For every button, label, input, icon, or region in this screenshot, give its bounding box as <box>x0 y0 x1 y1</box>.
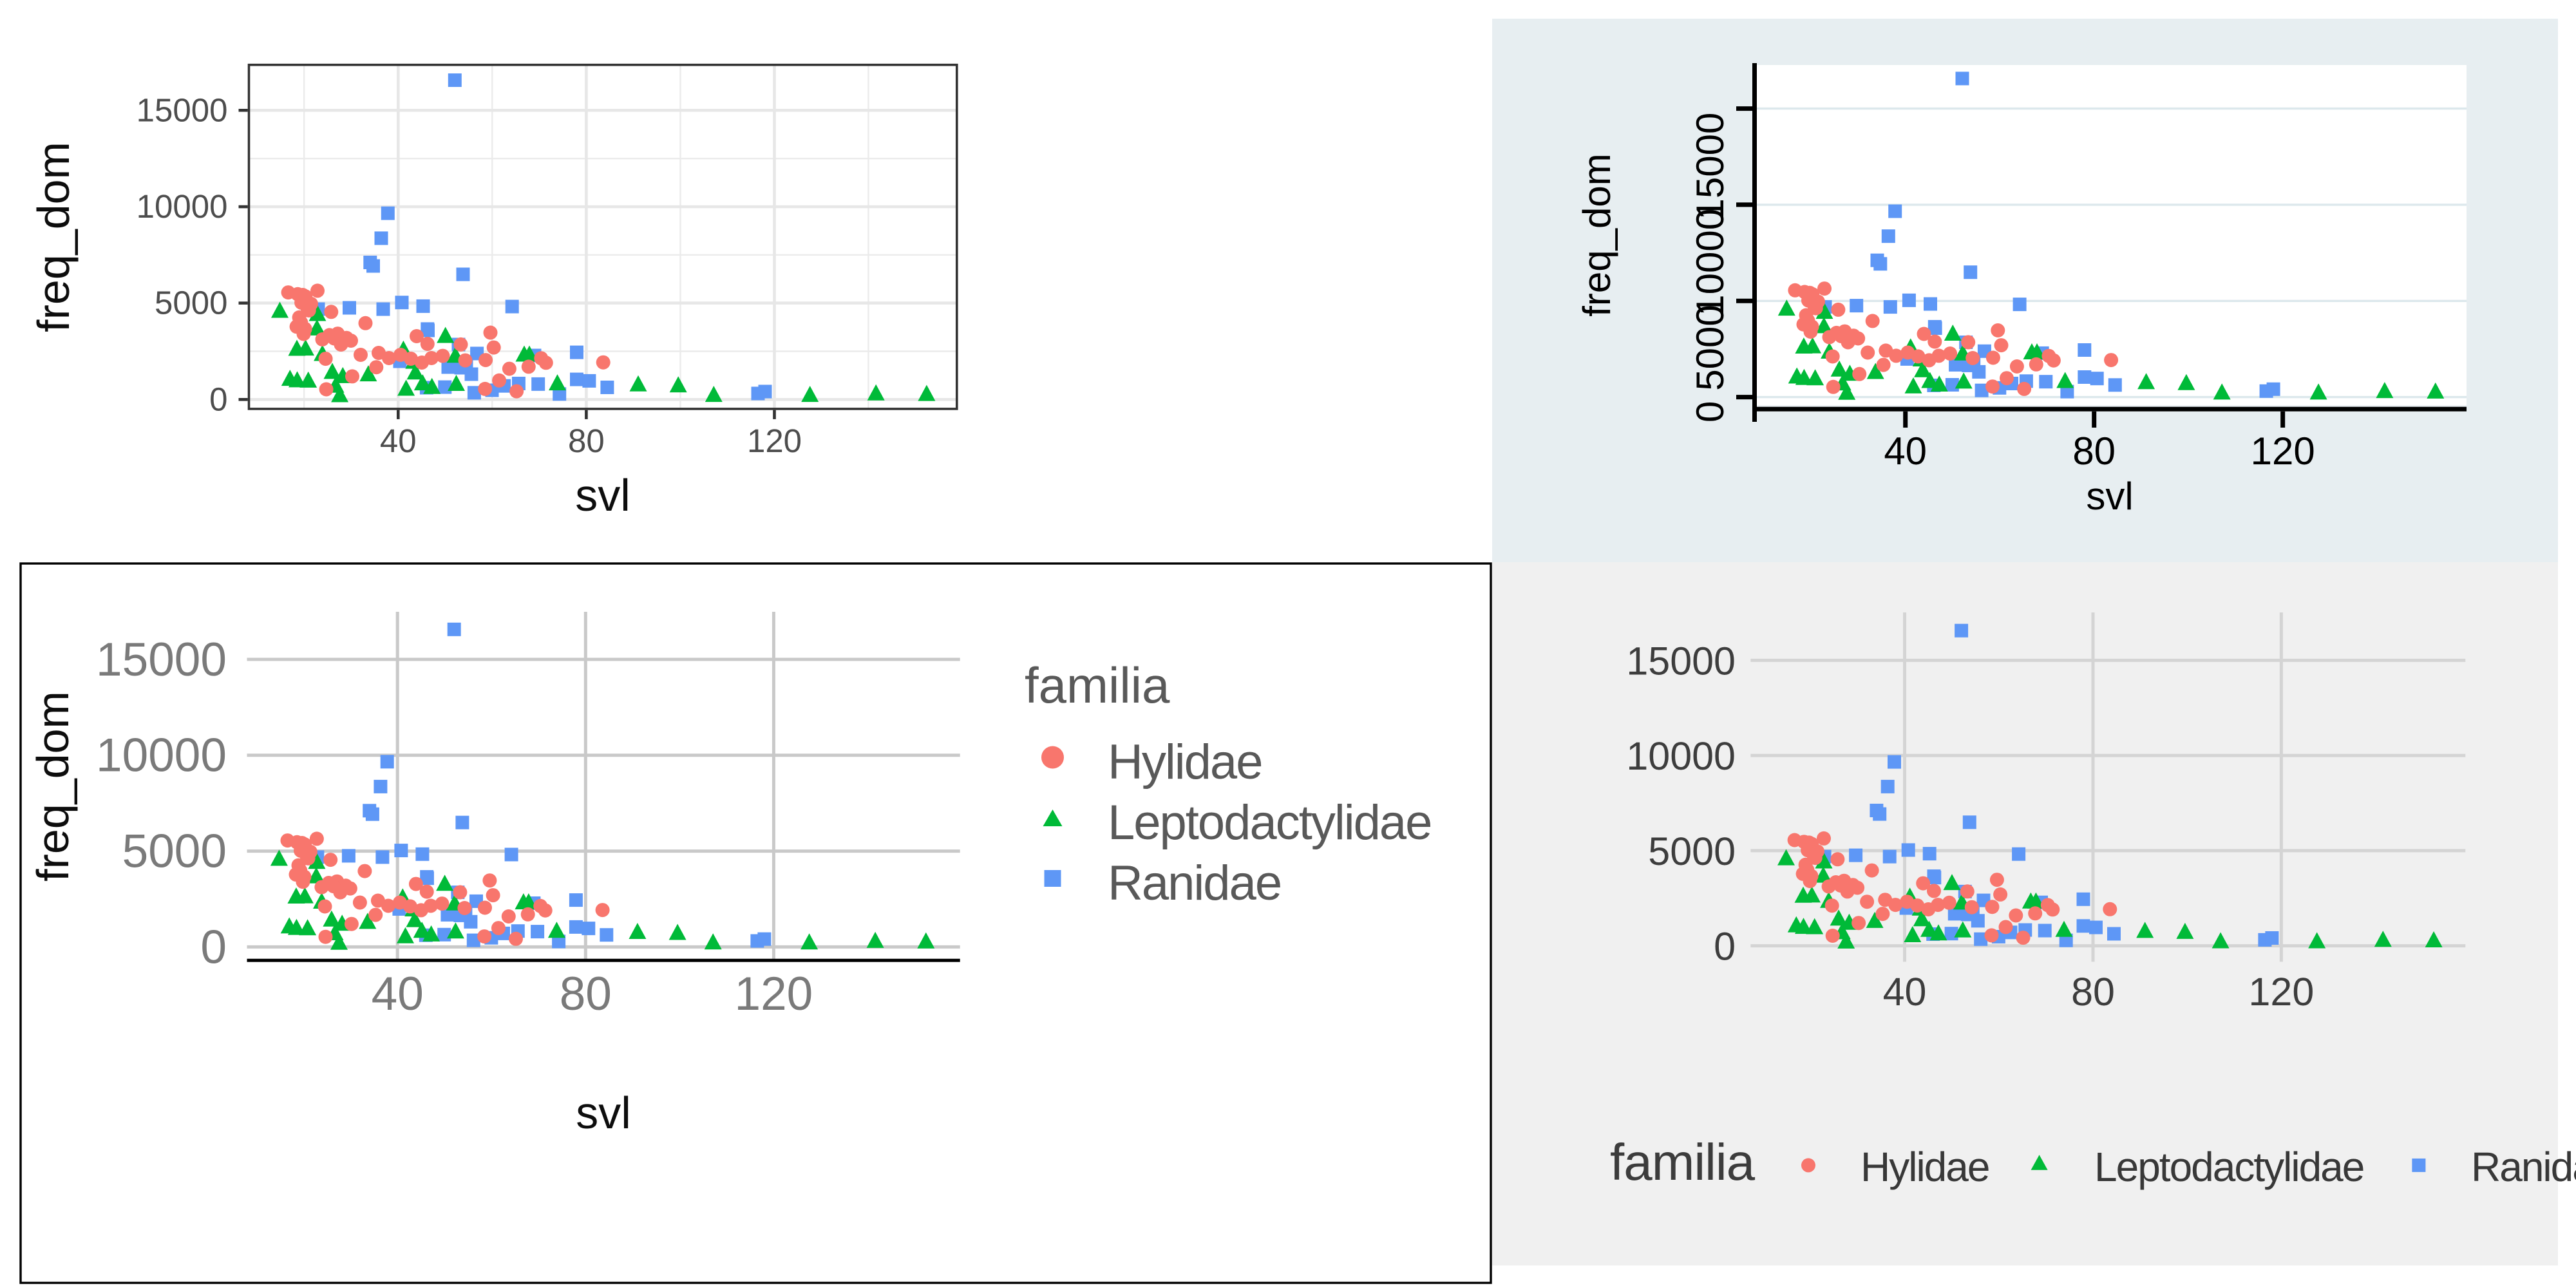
svg-text:Ranidae: Ranidae <box>2471 1144 2576 1190</box>
svg-text:freq_dom: freq_dom <box>28 691 78 882</box>
svg-text:5000: 5000 <box>1689 305 1732 390</box>
svg-text:10000: 10000 <box>96 730 227 782</box>
svg-text:svl: svl <box>575 470 630 520</box>
svg-text:15000: 15000 <box>96 634 227 686</box>
svg-text:80: 80 <box>568 422 605 459</box>
svg-text:80: 80 <box>560 968 612 1020</box>
svg-text:0: 0 <box>1689 401 1732 422</box>
svg-text:0: 0 <box>200 921 227 973</box>
svg-text:10000: 10000 <box>1626 734 1736 778</box>
svg-text:40: 40 <box>380 422 417 459</box>
svg-text:120: 120 <box>734 968 813 1020</box>
svg-text:0: 0 <box>1714 925 1736 969</box>
svg-text:5000: 5000 <box>155 285 227 321</box>
svg-text:0: 0 <box>209 381 227 417</box>
svg-text:40: 40 <box>372 968 424 1020</box>
svg-text:svl: svl <box>576 1088 631 1138</box>
svg-text:40: 40 <box>1884 430 1927 473</box>
svg-text:10000: 10000 <box>137 188 228 225</box>
svg-text:familia: familia <box>1025 657 1170 714</box>
svg-text:120: 120 <box>747 422 802 459</box>
svg-text:freq_dom: freq_dom <box>28 142 79 332</box>
svg-text:familia: familia <box>1610 1133 1756 1191</box>
svg-text:Leptodactylidae: Leptodactylidae <box>2094 1144 2363 1190</box>
svg-text:5000: 5000 <box>1648 829 1736 873</box>
svg-text:svl: svl <box>2086 475 2133 518</box>
svg-text:10000: 10000 <box>1689 209 1732 316</box>
svg-text:15000: 15000 <box>1626 639 1736 683</box>
svg-text:80: 80 <box>2072 430 2116 473</box>
svg-text:5000: 5000 <box>122 826 227 878</box>
svg-text:Leptodactylidae: Leptodactylidae <box>1108 795 1431 850</box>
svg-text:15000: 15000 <box>1689 113 1732 220</box>
svg-text:15000: 15000 <box>137 91 228 128</box>
svg-text:120: 120 <box>2251 430 2315 473</box>
svg-text:Hylidae: Hylidae <box>1108 735 1262 790</box>
svg-text:80: 80 <box>2071 970 2115 1014</box>
svg-text:Hylidae: Hylidae <box>1861 1144 1989 1190</box>
svg-text:freq_dom: freq_dom <box>1575 153 1618 316</box>
svg-text:120: 120 <box>2249 970 2315 1014</box>
svg-text:Ranidae: Ranidae <box>1108 856 1281 911</box>
svg-text:40: 40 <box>1883 970 1927 1014</box>
